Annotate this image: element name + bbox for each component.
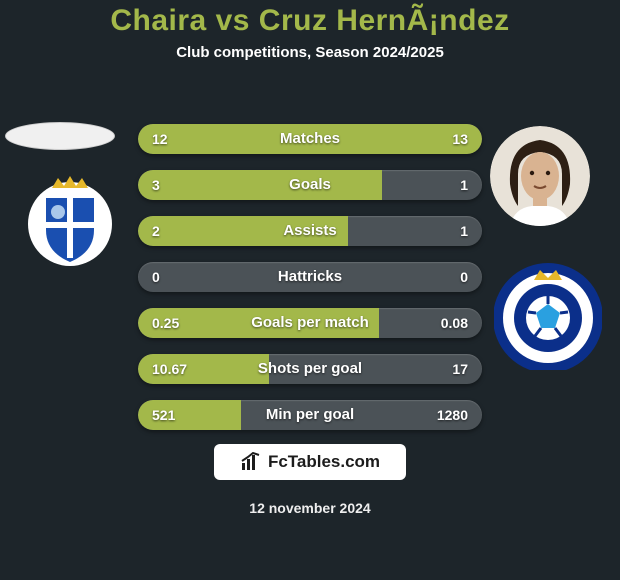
stat-label: Min per goal [138, 400, 482, 430]
footer-date: 12 november 2024 [0, 500, 620, 516]
fctables-watermark: FcTables.com [214, 444, 406, 480]
club-right-badge-svg: C D T [494, 262, 602, 370]
stat-row: 5211280Min per goal [138, 400, 482, 430]
stat-row: 31Goals [138, 170, 482, 200]
player-right-avatar [490, 126, 590, 226]
stat-label: Matches [138, 124, 482, 154]
stat-row: 00Hattricks [138, 262, 482, 292]
stat-row: 10.6717Shots per goal [138, 354, 482, 384]
stat-label: Goals [138, 170, 482, 200]
player-left-avatar [5, 122, 115, 150]
fctables-text: FcTables.com [268, 452, 380, 472]
stat-row: 1213Matches [138, 124, 482, 154]
club-left-badge-svg [22, 172, 118, 268]
comparison-card: Chaira vs Cruz HernÃ¡ndez Club competiti… [0, 0, 620, 580]
page-subtitle: Club competitions, Season 2024/2025 [0, 44, 620, 61]
club-left-badge [22, 172, 118, 268]
stat-label: Goals per match [138, 308, 482, 338]
stat-row: 21Assists [138, 216, 482, 246]
player-right-avatar-svg [490, 126, 590, 226]
svg-text:T: T [544, 351, 552, 365]
page-title: Chaira vs Cruz HernÃ¡ndez [0, 4, 620, 38]
club-right-badge: C D T [494, 262, 602, 370]
stats-container: 1213Matches 31Goals 21Assists 00Hattricks 0.… [138, 124, 482, 446]
stat-label: Hattricks [138, 262, 482, 292]
chart-icon [240, 452, 262, 472]
stat-label: Assists [138, 216, 482, 246]
stat-row: 0.250.08Goals per match [138, 308, 482, 338]
stat-label: Shots per goal [138, 354, 482, 384]
